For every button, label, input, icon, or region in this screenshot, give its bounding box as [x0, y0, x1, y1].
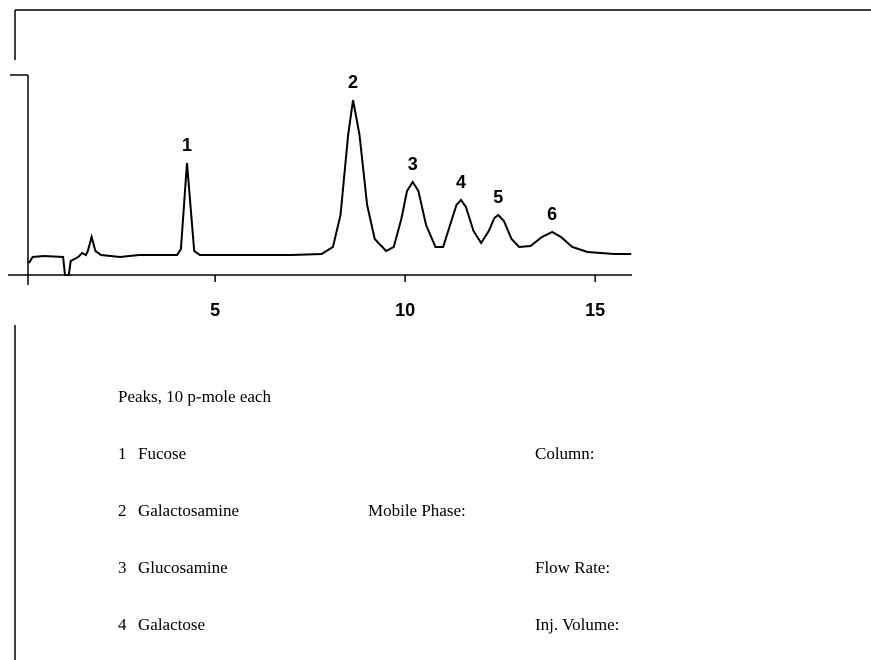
peak-name: Galactosamine — [138, 501, 239, 520]
peak-name: Fucose — [138, 444, 186, 463]
peak-name: Glucosamine — [138, 558, 228, 577]
peak-number: 1 — [118, 444, 127, 463]
condition-label: Column: — [535, 444, 595, 463]
peak-number: 3 — [118, 558, 127, 577]
condition-label: Mobile Phase: — [368, 501, 466, 520]
peak-label: 6 — [547, 204, 557, 224]
peak-label: 5 — [493, 187, 503, 207]
x-tick-label: 10 — [395, 300, 415, 320]
peak-number: 2 — [118, 501, 127, 520]
condition-label: Flow Rate: — [535, 558, 610, 577]
trace — [28, 99, 632, 276]
peak-label: 1 — [182, 135, 192, 155]
peak-name: Galactose — [138, 615, 205, 634]
peak-number: 4 — [118, 615, 127, 634]
peak-label: 4 — [456, 172, 466, 192]
peak-label: 3 — [408, 154, 418, 174]
peaks-heading: Peaks, 10 p-mole each — [118, 387, 271, 406]
condition-label: Inj. Volume: — [535, 615, 619, 634]
peak-label: 2 — [348, 72, 358, 92]
x-tick-label: 5 — [210, 300, 220, 320]
x-tick-label: 15 — [585, 300, 605, 320]
